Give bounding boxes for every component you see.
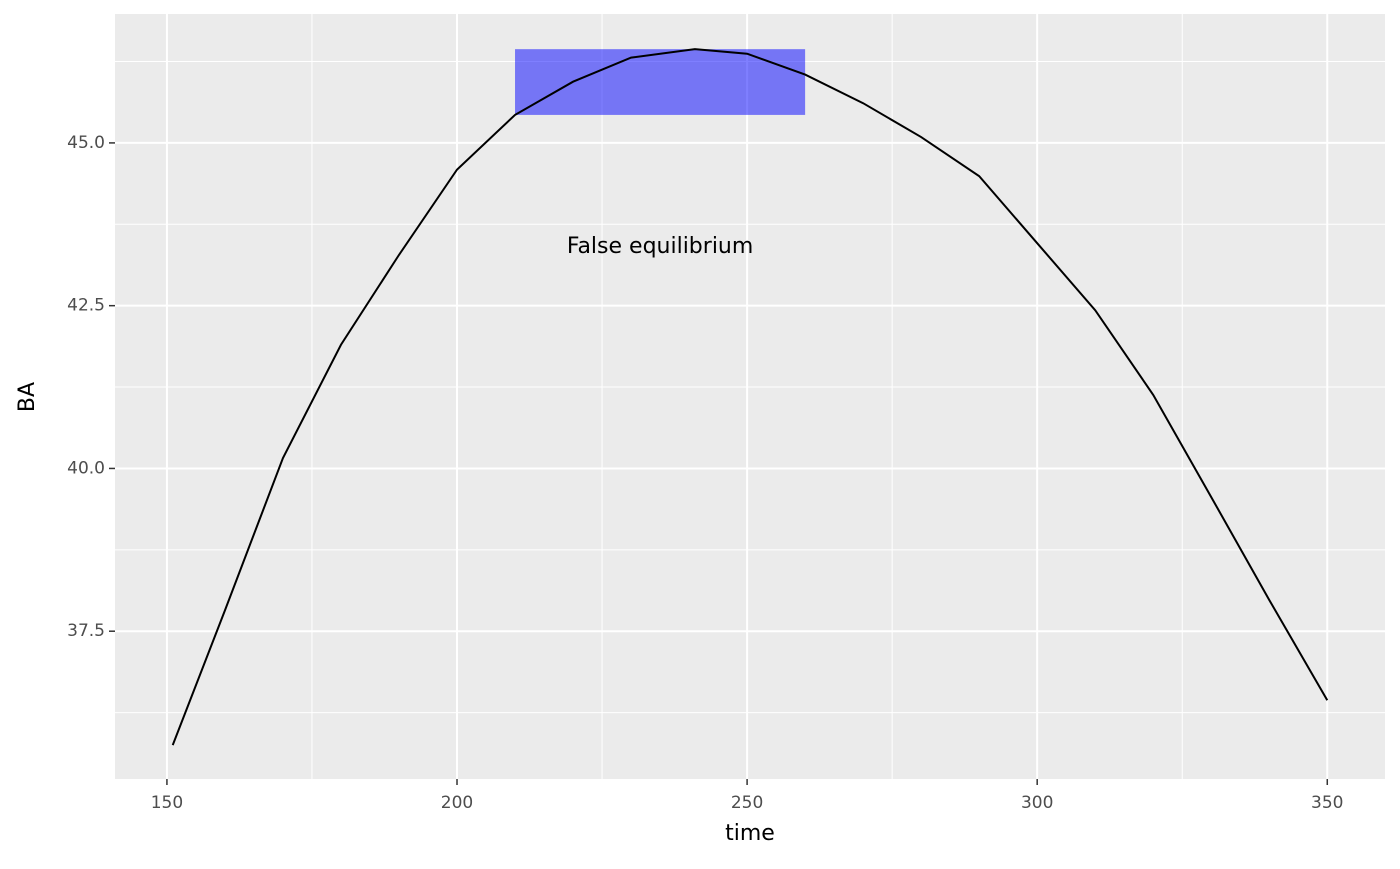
highlight-rect [515, 49, 806, 115]
grid [115, 14, 1385, 779]
y-tick-label: 45.0 [67, 133, 105, 153]
marks [171, 48, 1329, 746]
x-tick-label: 300 [1021, 793, 1053, 813]
y-tick-label: 37.5 [67, 621, 105, 641]
x-tick-label: 350 [1311, 793, 1343, 813]
x-axis-title: time [725, 821, 775, 846]
annotation: False equilibrium [567, 234, 754, 259]
x-tick-label: 200 [441, 793, 473, 813]
x-tick-label: 150 [151, 793, 183, 813]
x-tick-label: 250 [731, 793, 763, 813]
y-axis-title: BA [15, 382, 40, 412]
y-tick-label: 40.0 [67, 458, 105, 478]
line [171, 48, 1329, 746]
panel [115, 14, 1385, 779]
y-tick-label: 42.5 [67, 296, 105, 316]
